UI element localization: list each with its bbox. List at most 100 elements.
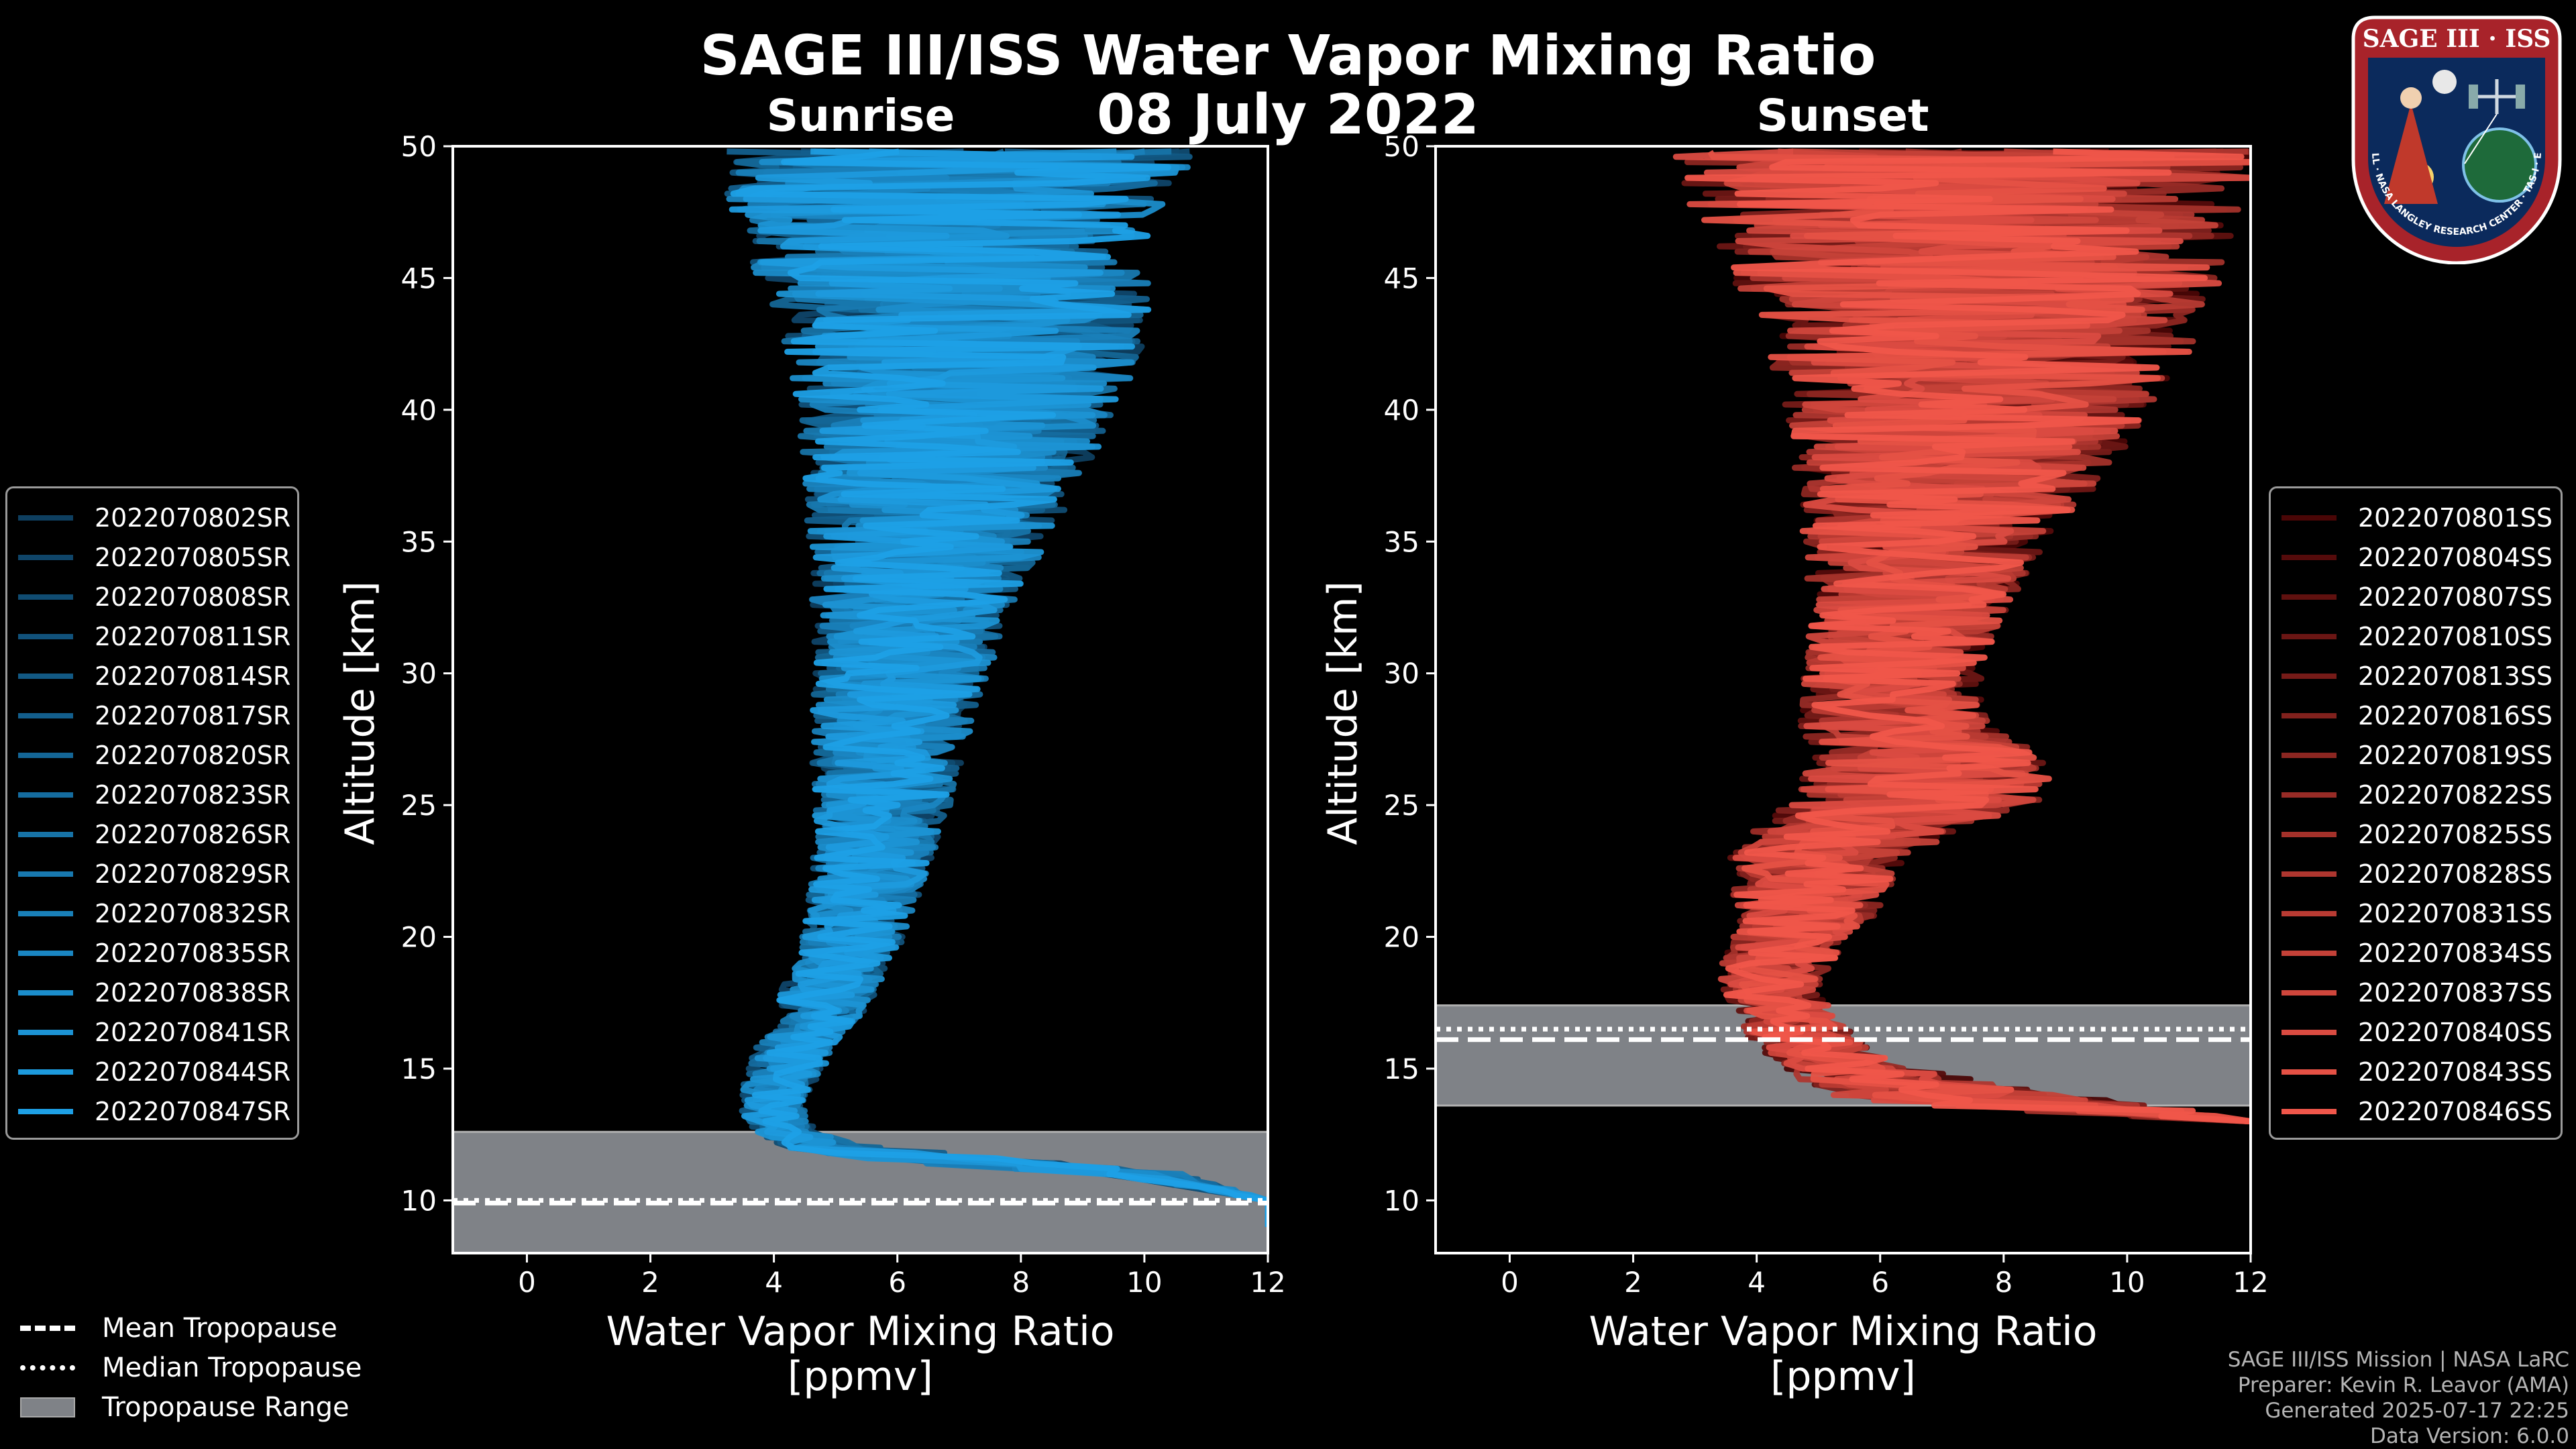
sr-xtick-label-2: 2 [641, 1266, 659, 1299]
legend-entry-2022070808SR: 2022070808SR [18, 577, 290, 616]
legend-label: 2022070802SR [95, 502, 291, 533]
sr-ytick-label-15: 15 [401, 1053, 437, 1085]
legend-swatch [18, 633, 73, 639]
legend-entry-2022070810SS: 2022070810SS [2282, 616, 2553, 656]
ss-ytick-label-10: 10 [1384, 1184, 1419, 1217]
legend-label: 2022070835SR [95, 938, 291, 968]
legend-entry-2022070841SR: 2022070841SR [18, 1012, 290, 1052]
legend-swatch [2282, 1108, 2337, 1114]
ss-profile-2022070843SS [1701, 150, 2251, 1125]
legend-label: 2022070814SR [95, 661, 291, 691]
sr-plot-area [453, 148, 1268, 1253]
legend-swatch [2282, 515, 2337, 521]
legend-entry-2022070838SR: 2022070838SR [18, 973, 290, 1012]
sr-ytick-label-20: 20 [401, 921, 437, 954]
legend-entry-2022070822SS: 2022070822SS [2282, 775, 2553, 814]
sr-profile-2022070844SR [729, 148, 1268, 1227]
legend-label: 2022070831SS [2358, 898, 2553, 928]
legend-label: 2022070829SR [95, 859, 291, 889]
legend-median-tropopause: Median Tropopause [20, 1348, 362, 1387]
legend-swatch [18, 673, 73, 679]
legend-mean-tropopause: Mean Tropopause [20, 1308, 362, 1348]
legend-label: 2022070808SR [95, 582, 291, 612]
ss-xtick-label-2: 2 [1624, 1266, 1642, 1299]
legend-swatch [18, 950, 73, 956]
legend-label: 2022070825SS [2358, 819, 2553, 849]
sr-xtick-label-6: 6 [888, 1266, 906, 1299]
ss-xtick-label-0: 0 [1501, 1266, 1519, 1299]
ss-plot-area [1436, 148, 2251, 1125]
sr-xtick-label-8: 8 [1012, 1266, 1030, 1299]
sr-ytick-label-50: 50 [401, 130, 437, 163]
figure-date: 08 July 2022 [1097, 83, 1479, 147]
ss-xlabel-line2: [ppmv] [1770, 1353, 1916, 1400]
legend-label: 2022070843SS [2358, 1057, 2553, 1087]
legend-entry-2022070831SS: 2022070831SS [2282, 894, 2553, 933]
legend-entry-2022070847SR: 2022070847SR [18, 1091, 290, 1131]
sr-ytick-label-10: 10 [401, 1184, 437, 1217]
credits: SAGE III/ISS Mission | NASA LaRC Prepare… [2228, 1347, 2569, 1449]
legend-swatch [18, 712, 73, 718]
ss-xtick-label-10: 10 [2109, 1266, 2145, 1299]
ss-ylabel: Altitude [km] [1320, 581, 1366, 845]
legend-entry-2022070834SS: 2022070834SS [2282, 933, 2553, 973]
ss-ytick-label-20: 20 [1384, 921, 1419, 954]
sr-ytick-label-40: 40 [401, 394, 437, 427]
credit-generated: Generated 2025-07-17 22:25 [2265, 1399, 2569, 1423]
credit-preparer: Preparer: Kevin R. Leavor (AMA) [2237, 1373, 2569, 1397]
legend-label: 2022070813SS [2358, 661, 2553, 691]
astronomer-head-icon [2400, 87, 2422, 109]
legend-swatch [2282, 554, 2337, 560]
sr-xtick-label-12: 12 [1250, 1266, 1285, 1299]
credit-mission: SAGE III/ISS Mission | NASA LaRC [2227, 1348, 2569, 1372]
legend-swatch [18, 910, 73, 916]
legend-label: 2022070819SS [2358, 740, 2553, 770]
logo-title: SAGE III · ISS [2363, 25, 2551, 53]
sr-profile-2022070847SR [730, 148, 1268, 1227]
legend-swatch [2282, 831, 2337, 837]
sr-axes-frame [451, 145, 1269, 1254]
ss-ytick-label-15: 15 [1384, 1053, 1419, 1085]
legend-label: 2022070820SR [95, 740, 291, 770]
legend-label: 2022070847SR [95, 1096, 291, 1126]
range-box-swatch [20, 1397, 75, 1417]
legend-swatch [2282, 673, 2337, 679]
dotted-line-swatch [20, 1364, 75, 1371]
sunrise-panel-title: Sunrise [766, 90, 955, 142]
earth-icon [2462, 127, 2537, 203]
legend-label: 2022070817SR [95, 700, 291, 731]
legend-label: 2022070807SS [2358, 582, 2553, 612]
tropopause-legend: Mean Tropopause Median Tropopause Tropop… [20, 1308, 362, 1427]
legend-swatch [18, 989, 73, 996]
credit-version: Data Version: 6.0.0 [2369, 1424, 2569, 1448]
ss-xtick-label-12: 12 [2233, 1266, 2268, 1299]
legend-entry-2022070826SR: 2022070826SR [18, 814, 290, 854]
sunset-legend: 2022070801SS 2022070804SS 2022070807SS 2022… [2269, 486, 2563, 1140]
ss-ytick-label-40: 40 [1384, 394, 1419, 427]
tropopause-range-label: Tropopause Range [102, 1391, 350, 1423]
legend-entry-2022070832SR: 2022070832SR [18, 894, 290, 933]
legend-tropopause-range: Tropopause Range [20, 1387, 362, 1427]
legend-label: 2022070801SS [2358, 502, 2553, 533]
legend-label: 2022070822SS [2358, 780, 2553, 810]
ss-ytick-label-35: 35 [1384, 525, 1419, 558]
legend-entry-2022070846SS: 2022070846SS [2282, 1091, 2553, 1131]
legend-swatch [2282, 752, 2337, 758]
sr-ytick-label-45: 45 [401, 262, 437, 294]
legend-entry-2022070843SS: 2022070843SS [2282, 1052, 2553, 1091]
legend-label: 2022070826SR [95, 819, 291, 849]
legend-label: 2022070841SR [95, 1017, 291, 1047]
legend-entry-2022070835SR: 2022070835SR [18, 933, 290, 973]
legend-swatch [2282, 712, 2337, 718]
mission-logo: SAGE III · ISS BALL · NASA LANGLEY RESEA… [2344, 9, 2562, 264]
legend-label: 2022070846SS [2358, 1096, 2553, 1126]
legend-label: 2022070805SR [95, 542, 291, 572]
legend-entry-2022070840SS: 2022070840SS [2282, 1012, 2553, 1052]
legend-entry-2022070829SR: 2022070829SR [18, 854, 290, 894]
legend-label: 2022070832SR [95, 898, 291, 928]
legend-entry-2022070837SS: 2022070837SS [2282, 973, 2553, 1012]
legend-label: 2022070828SS [2358, 859, 2553, 889]
ss-xtick-label-8: 8 [1994, 1266, 2012, 1299]
legend-label: 2022070811SR [95, 621, 291, 651]
